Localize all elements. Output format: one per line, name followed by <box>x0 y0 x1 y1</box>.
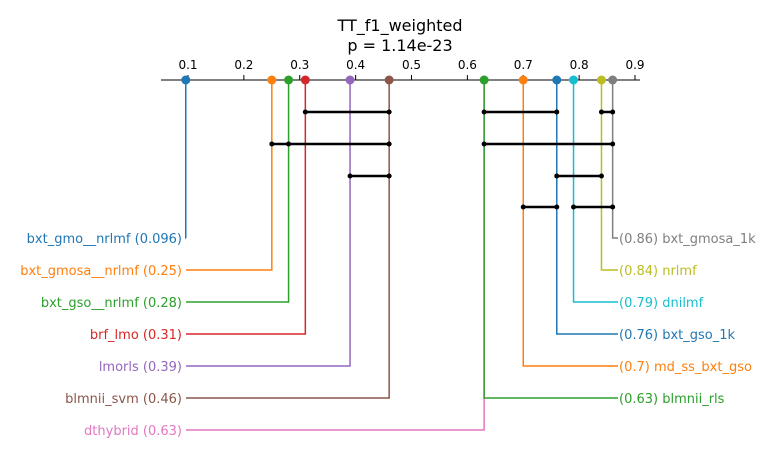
chart-title: TT_f1_weighted <box>336 16 462 36</box>
method-label-dthybrid: dthybrid (0.63) <box>84 424 182 439</box>
method-line-bxt_gmosa__nrlmf <box>186 80 273 271</box>
method-markers <box>181 75 618 85</box>
method-line-brf_lmo <box>186 80 307 335</box>
clique-point <box>610 204 616 210</box>
method-label-bxt_gso__nrlmf: bxt_gso__nrlmf (0.28) <box>41 296 182 311</box>
method-label-bxt_gmosa__nrlmf: bxt_gmosa__nrlmf (0.25) <box>20 264 182 279</box>
method-line-blmnii_rls <box>483 80 618 399</box>
method-label-brf_lmo: brf_lmo (0.31) <box>90 328 182 343</box>
clique-point <box>598 173 604 179</box>
method-marker-lmorls <box>345 75 355 85</box>
clique-point <box>554 109 560 115</box>
method-marker-nrlmf <box>596 75 606 85</box>
method-line-bxt_gso__nrlmf <box>186 80 290 303</box>
method-line-bxt_gso_1k <box>556 80 618 335</box>
clique-point <box>386 109 392 115</box>
method-marker-md_ss_bxt_gso <box>518 75 528 85</box>
clique-point <box>571 204 577 210</box>
method-label-nrlmf: (0.84) nrlmf <box>619 264 697 279</box>
method-line-lmorls <box>186 80 351 367</box>
method-marker-dnilmf <box>569 75 579 85</box>
clique-point <box>347 173 353 179</box>
method-label-bxt_gmo__nrlmf: bxt_gmo__nrlmf (0.096) <box>27 232 182 247</box>
clique-point <box>481 109 487 115</box>
method-label-md_ss_bxt_gso: (0.7) md_ss_bxt_gso <box>619 360 752 375</box>
axis-tick-label: 0.4 <box>346 58 365 72</box>
axis-tick-label: 0.7 <box>514 58 533 72</box>
method-marker-bxt_gmo__nrlmf <box>181 75 191 85</box>
method-marker-brf_lmo <box>300 75 310 85</box>
method-label-bxt_gso_1k: (0.76) bxt_gso_1k <box>619 328 736 343</box>
method-line-md_ss_bxt_gso <box>522 80 618 367</box>
axis-tick-label: 0.5 <box>402 58 421 72</box>
clique-point <box>554 204 560 210</box>
method-line-blmnii_svm <box>186 80 390 399</box>
axis-tick-label: 0.8 <box>570 58 589 72</box>
method-marker-blmnii_rls <box>479 75 489 85</box>
axis-tick-label: 0.3 <box>290 58 309 72</box>
clique-point <box>386 141 392 147</box>
clique-point <box>598 109 604 115</box>
method-line-dnilmf <box>572 80 618 303</box>
method-line-nrlmf <box>600 80 618 271</box>
method-label-dnilmf: (0.79) dnilmf <box>619 296 704 311</box>
method-label-blmnii_svm: blmnii_svm (0.46) <box>65 392 182 407</box>
clique-point <box>386 173 392 179</box>
clique-bars <box>269 109 616 210</box>
method-marker-bxt_gso_1k <box>552 75 562 85</box>
method-line-bxt_gmosa_1k <box>611 80 618 239</box>
method-marker-bxt_gmosa_1k <box>608 75 618 85</box>
axis-tick-label: 0.2 <box>234 58 253 72</box>
clique-point <box>520 204 526 210</box>
clique-point <box>269 141 275 147</box>
clique-point <box>554 173 560 179</box>
method-label-lmorls: lmorls (0.39) <box>99 360 182 375</box>
chart-subtitle: p = 1.14e-23 <box>347 36 452 55</box>
method-label-bxt_gmosa_1k: (0.86) bxt_gmosa_1k <box>619 232 756 247</box>
clique-point <box>610 141 616 147</box>
method-marker-blmnii_svm <box>384 75 394 85</box>
clique-point <box>610 109 616 115</box>
axis-tick-label: 0.1 <box>178 58 197 72</box>
clique-point <box>481 141 487 147</box>
axis-ticks: 0.1 0.2 0.3 0.4 0.5 0.6 0.7 0.8 0.9 <box>178 58 645 80</box>
axis-tick-label: 0.9 <box>625 58 644 72</box>
clique-point <box>302 109 308 115</box>
method-marker-bxt_gmosa__nrlmf <box>267 75 277 85</box>
method-marker-bxt_gso__nrlmf <box>284 75 294 85</box>
method-labels: bxt_gmo__nrlmf (0.096) bxt_gmosa__nrlmf (… <box>20 232 756 439</box>
clique-point <box>286 141 292 147</box>
method-line-dthybrid <box>186 80 485 431</box>
method-connectors <box>185 80 618 431</box>
method-label-blmnii_rls: (0.63) blmnii_rls <box>619 392 725 407</box>
axis-tick-label: 0.6 <box>458 58 477 72</box>
